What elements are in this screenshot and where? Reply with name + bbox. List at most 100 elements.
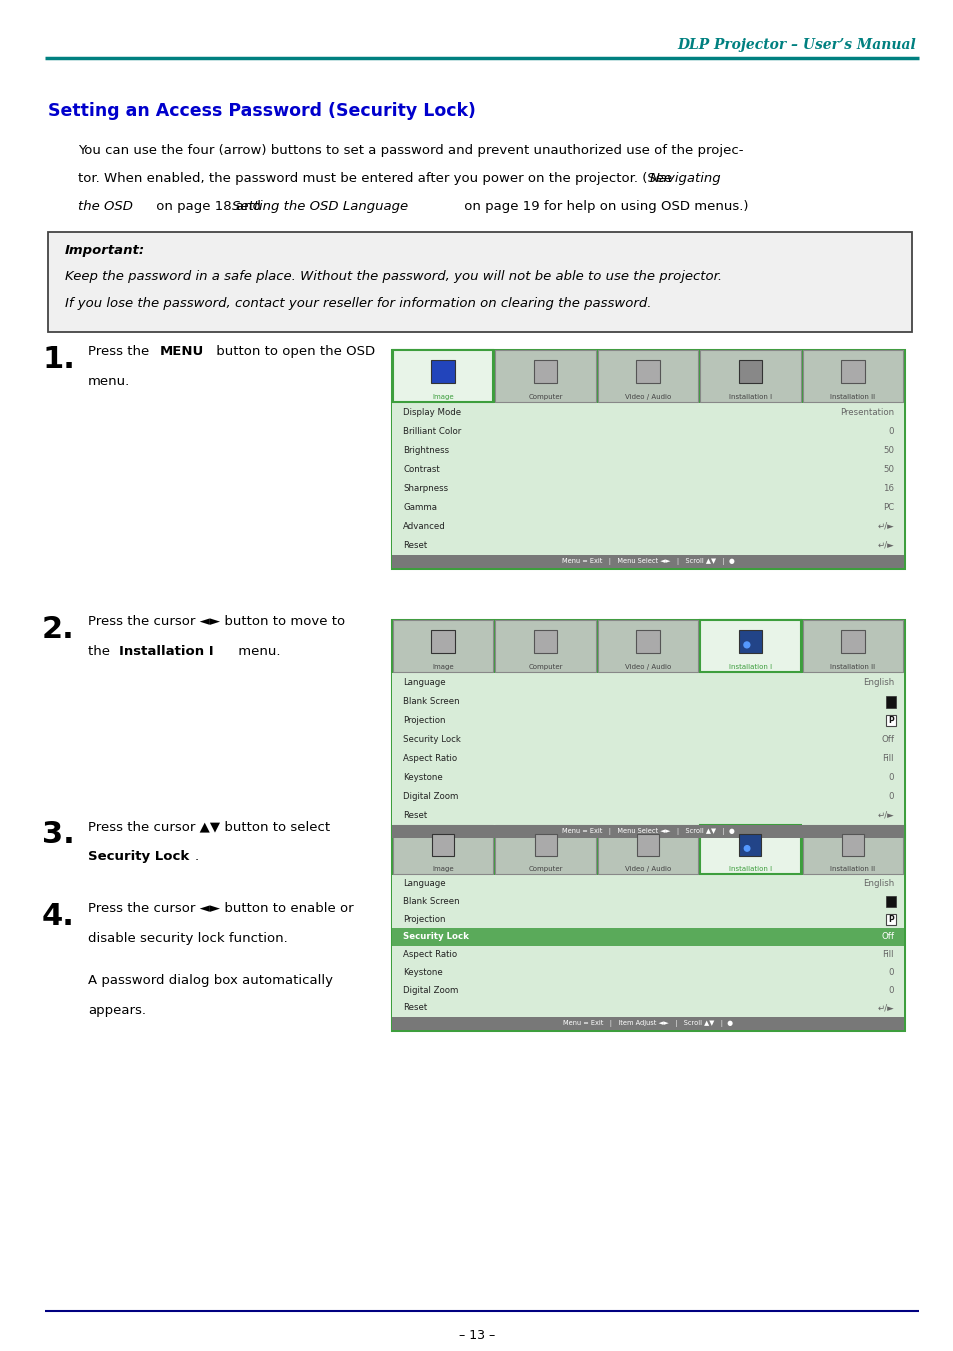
Text: Image: Image [432,394,454,400]
Text: Display Mode: Display Mode [402,408,460,417]
Bar [636,359,659,384]
Bar [392,825,903,838]
Text: 50: 50 [882,465,893,474]
Bar [432,834,454,857]
Bar [392,673,903,825]
Text: Gamma: Gamma [402,503,436,512]
Bar [392,555,903,567]
Text: Security Lock: Security Lock [402,735,460,744]
Bar [392,825,903,1029]
Text: Computer: Computer [528,866,562,871]
Bar [700,825,800,874]
Bar [841,834,863,857]
Bar [495,350,596,403]
Bar [885,897,895,907]
Bar [534,359,557,384]
Text: Reset: Reset [402,540,427,550]
Bar [884,715,895,727]
Text: Reset: Reset [402,811,427,820]
Text: 16: 16 [882,484,893,493]
Bar [392,1017,903,1029]
Bar [431,630,455,653]
Text: Installation I: Installation I [728,866,771,871]
Text: Projection: Projection [402,915,445,924]
Bar [393,350,493,403]
Text: Off: Off [880,735,893,744]
Bar [598,620,698,673]
Text: Aspect Ratio: Aspect Ratio [402,754,456,763]
Text: menu.: menu. [88,376,131,388]
Bar [884,696,895,708]
Text: ↵/►: ↵/► [877,540,893,550]
Bar [738,359,761,384]
Text: DLP Projector – User’s Manual: DLP Projector – User’s Manual [677,38,915,51]
Text: PC: PC [882,503,893,512]
Text: Important:: Important: [65,245,145,257]
Text: 0: 0 [887,986,893,994]
Text: Menu = Exit   |   Menu Select ◄►   |   Scroll ▲▼   |  ●: Menu = Exit | Menu Select ◄► | Scroll ▲▼… [561,558,734,565]
Text: Language: Language [402,880,445,888]
Text: Press the: Press the [88,345,153,358]
Text: Press the cursor ◄► button to move to: Press the cursor ◄► button to move to [88,615,345,628]
Text: 0: 0 [887,773,893,782]
Text: appears.: appears. [88,1004,146,1017]
Text: Setting the OSD Language: Setting the OSD Language [232,200,408,213]
Text: – 13 –: – 13 – [458,1329,495,1342]
Bar [392,928,903,946]
Text: Fill: Fill [882,950,893,959]
Bar [48,232,911,332]
Bar [739,834,760,857]
Circle shape [743,642,749,648]
Text: Installation I: Installation I [119,644,213,658]
Text: You can use the four (arrow) buttons to set a password and prevent unauthorized : You can use the four (arrow) buttons to … [78,145,742,157]
Text: MENU: MENU [160,345,204,358]
Bar [738,630,761,653]
Text: Setting an Access Password (Security Lock): Setting an Access Password (Security Loc… [48,101,476,120]
Text: P: P [887,915,893,924]
Bar [801,620,902,673]
Text: 3.: 3. [42,820,74,848]
Bar [801,350,902,403]
Text: menu.: menu. [233,644,280,658]
Bar [801,825,902,874]
Bar [636,630,659,653]
Text: Press the cursor ◄► button to enable or: Press the cursor ◄► button to enable or [88,902,354,915]
Bar [392,875,903,1017]
Text: Image: Image [432,665,454,670]
Text: Video / Audio: Video / Audio [624,665,670,670]
Text: 0: 0 [887,427,893,436]
Text: If you lose the password, contact your reseller for information on clearing the : If you lose the password, contact your r… [65,297,651,309]
Text: Keystone: Keystone [402,967,442,977]
Bar [392,350,903,567]
Text: the: the [88,644,114,658]
Text: Projection: Projection [402,716,445,725]
Text: .: . [194,850,199,863]
Text: Menu = Exit   |   Menu Select ◄►   |   Scroll ▲▼   |  ●: Menu = Exit | Menu Select ◄► | Scroll ▲▼… [561,828,734,835]
Text: Menu = Exit   |   Item Adjust ◄►   |   Scroll ▲▼   |  ●: Menu = Exit | Item Adjust ◄► | Scroll ▲▼… [562,1020,732,1027]
Bar [700,620,800,673]
Text: Keep the password in a safe place. Without the password, you will not be able to: Keep the password in a safe place. Witho… [65,270,721,282]
Text: Computer: Computer [528,394,562,400]
Text: Image: Image [432,866,454,871]
Text: Off: Off [880,932,893,942]
Bar [700,350,800,403]
Text: Presentation: Presentation [839,408,893,417]
Bar [431,359,455,384]
Bar [841,359,863,384]
Text: 0: 0 [887,792,893,801]
Text: Computer: Computer [528,665,562,670]
Text: button to open the OSD: button to open the OSD [212,345,375,358]
Text: Sharpness: Sharpness [402,484,448,493]
Bar [841,630,863,653]
Text: Installation II: Installation II [829,866,875,871]
Text: ↵/►: ↵/► [877,811,893,820]
Text: Advanced: Advanced [402,521,445,531]
Text: Blank Screen: Blank Screen [402,697,459,707]
Text: Fill: Fill [882,754,893,763]
Text: Language: Language [402,678,445,688]
Text: English: English [862,678,893,688]
Text: Press the cursor ▲▼ button to select: Press the cursor ▲▼ button to select [88,820,330,834]
Bar [393,825,493,874]
Text: Blank Screen: Blank Screen [402,897,459,907]
Text: Navigating: Navigating [649,172,720,185]
